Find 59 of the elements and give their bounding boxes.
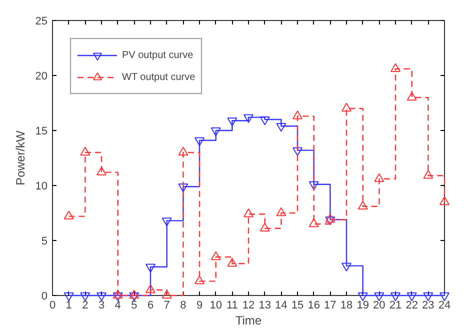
point <box>64 292 74 302</box>
x-tick-label: 23 <box>422 300 434 312</box>
point <box>96 166 106 176</box>
y-tick-label: 25 <box>35 16 48 28</box>
point <box>342 262 352 272</box>
point <box>80 146 90 156</box>
point <box>64 210 74 220</box>
point <box>260 222 270 232</box>
y-tick-label: 0 <box>41 290 48 302</box>
legend-label: PV output curve <box>122 50 194 60</box>
point <box>276 207 286 216</box>
x-tick-label: 18 <box>340 300 353 312</box>
x-axis-title: Time <box>235 314 262 328</box>
x-tick-label: 13 <box>258 300 271 312</box>
x-tick-label: 10 <box>210 300 222 312</box>
point <box>178 146 188 156</box>
x-tick-label: 16 <box>308 300 320 312</box>
x-tick-label: 5 <box>131 300 138 312</box>
point <box>112 292 123 302</box>
y-axis-title: Power/kW <box>13 130 28 186</box>
x-tick-label: 4 <box>114 300 121 312</box>
x-tick-label: 24 <box>438 300 451 312</box>
x-tick-label: 7 <box>164 300 170 312</box>
x-tick-label: 22 <box>406 300 418 312</box>
x-tick-label: 21 <box>389 300 402 312</box>
x-tick-label: 3 <box>98 300 105 312</box>
x-tick-label: 15 <box>291 300 304 312</box>
x-tick-label: 14 <box>275 300 288 312</box>
point <box>406 92 417 101</box>
legend-label: WT output curve <box>122 72 196 82</box>
point <box>80 292 90 302</box>
point <box>342 102 352 112</box>
y-tick-label: 20 <box>35 70 48 82</box>
point <box>308 218 319 228</box>
x-tick-label: 2 <box>82 300 88 312</box>
x-tick-label: 17 <box>324 300 336 312</box>
point <box>374 173 384 182</box>
point <box>146 264 156 273</box>
x-tick-label: 8 <box>180 300 186 312</box>
x-tick-label: 11 <box>226 300 238 312</box>
x-tick-label: 9 <box>196 300 203 312</box>
x-tick-label: 0 <box>49 300 56 312</box>
y-tick-label: 10 <box>35 180 48 192</box>
point <box>129 292 140 302</box>
x-tick-label: 12 <box>242 300 255 312</box>
point <box>390 63 400 72</box>
x-tick-label: 19 <box>356 300 369 312</box>
point <box>325 214 336 223</box>
point <box>358 200 368 210</box>
point <box>96 292 106 302</box>
point <box>244 208 254 218</box>
y-tick-label: 5 <box>41 236 48 248</box>
point <box>440 196 450 206</box>
y-tick-label: 15 <box>35 126 48 138</box>
point <box>423 170 434 179</box>
x-tick-label: 20 <box>373 300 386 312</box>
point <box>292 110 302 120</box>
x-tick-label: 6 <box>147 300 154 312</box>
x-tick-label: 1 <box>66 300 72 312</box>
